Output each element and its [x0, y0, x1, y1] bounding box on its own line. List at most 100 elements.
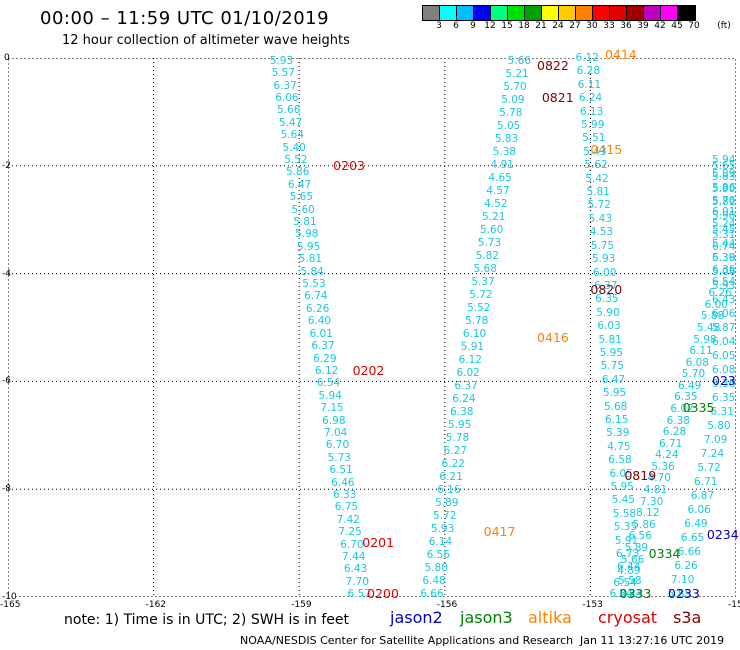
swh-value: 6.28: [662, 426, 687, 439]
swh-value: 6.12: [575, 52, 599, 64]
swh-value: 5.98: [295, 228, 319, 241]
swh-value: 6.11: [689, 345, 713, 358]
x-tick-label: -165: [0, 600, 21, 610]
swh-value: 5.81: [598, 333, 622, 346]
swh-value: 5.93: [712, 280, 736, 293]
swh-value: 6.00: [593, 266, 617, 279]
swh-value: 4.81: [643, 484, 668, 497]
color-swatch-33: [593, 6, 610, 20]
swh-value: 6.02: [670, 403, 694, 415]
swh-value: 5.93: [430, 523, 455, 536]
swh-value: 6.37: [311, 340, 335, 353]
swh-value: 5.83: [712, 171, 736, 184]
swh-value: 5.90: [596, 306, 620, 319]
swh-value: 6.38: [666, 414, 690, 427]
swh-value: 5.58: [612, 507, 637, 520]
swh-value: 5.62: [584, 159, 608, 172]
swh-value: 5.53: [302, 278, 326, 291]
x-tick-label: -162: [145, 600, 167, 610]
swh-value: 5.95: [602, 387, 627, 400]
swh-value: 4.91: [490, 158, 514, 171]
swh-value: 6.40: [307, 315, 332, 328]
swh-value: 6.38: [450, 406, 474, 419]
color-scale-unit: (ft): [717, 21, 731, 31]
swh-value: 5.88: [700, 310, 725, 323]
swh-value: 5.86: [712, 182, 736, 195]
swh-value: 5.24: [619, 588, 643, 601]
swh-value: 6.48: [422, 575, 446, 588]
swh-value: 6.36: [712, 252, 736, 265]
swh-value: 6.43: [712, 294, 736, 307]
swh-value: 6.12: [458, 354, 482, 367]
swh-value: 6.01: [712, 206, 736, 219]
swh-value: 6.16: [437, 484, 461, 497]
map-subtitle: 12 hour collection of altimeter wave hei…: [62, 33, 350, 48]
pass-time-label: 0416: [537, 330, 569, 346]
color-scale-tick: 27: [569, 21, 581, 31]
swh-value: 5.68: [473, 262, 497, 275]
swh-value: 7.70: [345, 575, 370, 588]
color-scale-tick: 70: [688, 21, 700, 31]
swh-value: 5.36: [712, 378, 736, 391]
x-tick-label: -159: [291, 600, 312, 610]
swh-value: 6.28: [576, 65, 601, 78]
swh-value: 5.95: [296, 240, 321, 253]
swh-value: 5.81: [586, 186, 610, 199]
swh-value: 5.60: [291, 203, 315, 216]
footer-credit: NOAA/NESDIS Center for Satellite Applica…: [240, 634, 574, 647]
swh-value: 5.48: [697, 321, 721, 334]
swh-value: 6.70: [340, 538, 364, 551]
swh-value: 6.66: [420, 588, 444, 601]
swh-value: 5.80: [707, 420, 731, 433]
color-scale-tick: 3: [436, 21, 442, 31]
swh-value: 5.68: [603, 400, 628, 413]
swh-value: 5.45: [611, 494, 635, 507]
swh-value: 6.54: [613, 576, 637, 589]
swh-value: 6.71: [694, 476, 718, 489]
swh-value: 5.75: [600, 360, 625, 373]
swh-value: 5.98: [693, 333, 717, 346]
color-swatch-15: [491, 6, 508, 20]
swh-value: 6.73: [615, 548, 640, 561]
pass-time-label: 0233: [668, 586, 700, 602]
swh-value: 5.89: [712, 168, 736, 181]
swh-value: 6.66: [677, 546, 701, 559]
swh-value: 6.36: [712, 264, 736, 277]
color-scale-tick: 39: [637, 21, 649, 31]
color-scale-tick: 45: [671, 21, 683, 31]
swh-value: 5.42: [585, 172, 609, 185]
swh-value: 5.66: [507, 54, 531, 67]
pass-time-label: 0334: [648, 545, 681, 561]
color-swatch-3: [423, 6, 440, 20]
y-tick-label: 0: [4, 53, 10, 63]
color-swatch-36: [610, 6, 627, 20]
swh-value: 5.58: [618, 574, 642, 587]
swh-value: 5.43: [583, 145, 607, 158]
color-scale-tick: 12: [484, 21, 496, 31]
swh-value: 5.31: [712, 229, 736, 242]
map-plot-area[interactable]: [8, 58, 736, 597]
swh-value: 6.06: [275, 91, 299, 104]
swh-value: 7.30: [639, 495, 664, 508]
color-swatch-6: [440, 6, 457, 20]
swh-value: 6.26: [708, 287, 732, 300]
swh-value: 6.70: [325, 439, 350, 452]
color-scale-tick: 18: [518, 21, 530, 31]
swh-value: 6.74: [712, 240, 736, 253]
swh-value: 6.54: [712, 275, 736, 288]
swh-value: 5.36: [651, 460, 675, 473]
swh-value: 7.04: [323, 426, 348, 439]
color-scale-tick: 36: [620, 21, 632, 31]
swh-value: 6.87: [690, 490, 715, 503]
swh-value: 6.13: [579, 105, 604, 118]
swh-value: 6.01: [309, 327, 333, 340]
pass-time-label: 0202: [352, 362, 385, 378]
swh-value: 6.27: [443, 445, 468, 458]
x-tick-label: -150: [728, 600, 740, 610]
swh-value: 5.70: [681, 368, 706, 381]
swh-value: 6.71: [658, 437, 683, 450]
pass-time-label: 023: [712, 373, 736, 389]
y-tick-label: -6: [2, 376, 11, 387]
swh-value: 6.10: [462, 328, 487, 340]
pass-time-label: 0820: [590, 281, 623, 297]
